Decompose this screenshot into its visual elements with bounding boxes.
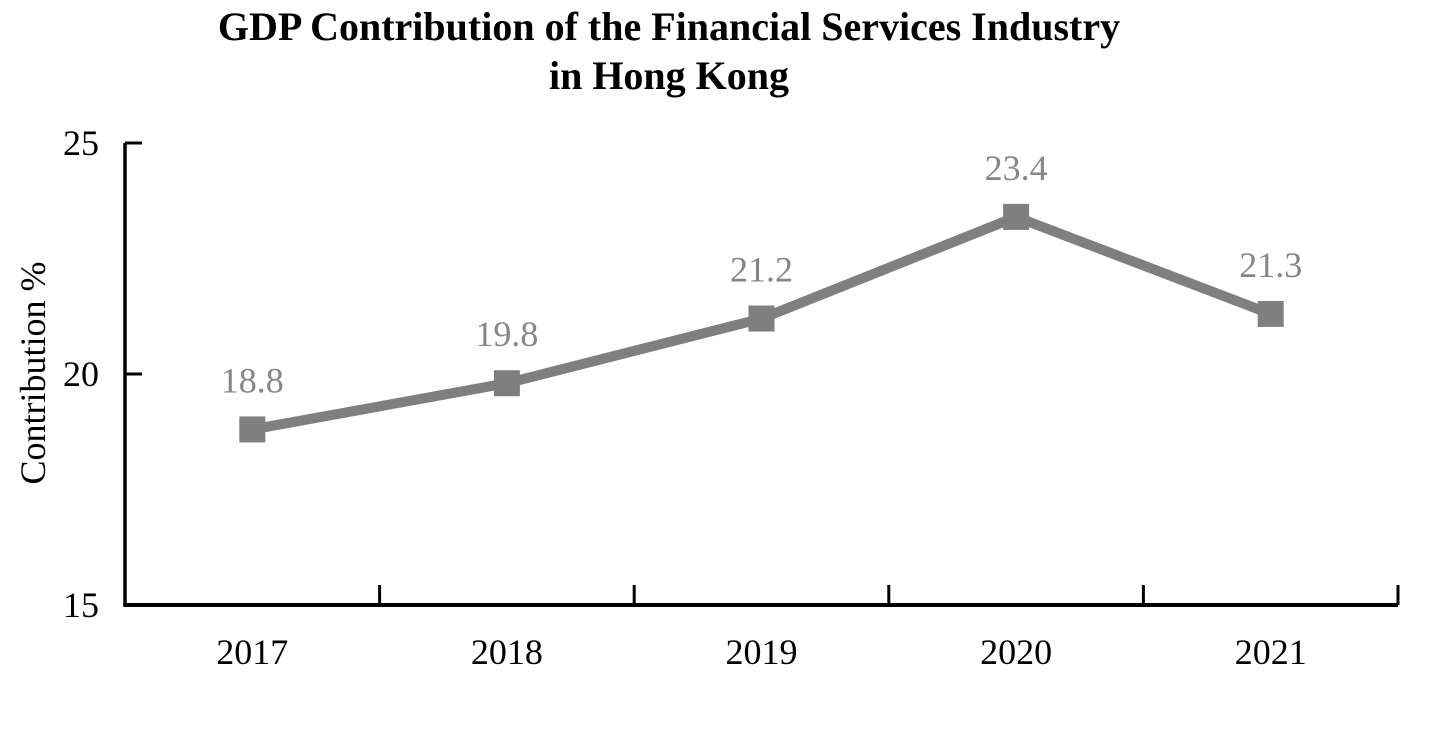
y-axis-tick-label: 25	[63, 123, 99, 163]
chart-title-line1: GDP Contribution of the Financial Servic…	[217, 4, 1121, 49]
data-point-label: 19.8	[475, 314, 538, 354]
data-point-marker	[239, 416, 266, 443]
y-axis-tick-label: 15	[63, 585, 99, 625]
y-axis-tick-label: 20	[63, 354, 99, 394]
data-point-label: 21.3	[1239, 245, 1302, 285]
chart-title-line2: in Hong Kong	[548, 53, 790, 98]
data-point-marker	[748, 305, 775, 332]
data-point-label: 18.8	[221, 360, 284, 400]
chart-title: GDP Contribution of the Financial Servic…	[0, 2, 1338, 100]
x-axis-tick-label: 2018	[471, 632, 543, 672]
data-point-label: 23.4	[985, 148, 1048, 188]
data-point-marker	[493, 370, 520, 397]
x-axis-tick-label: 2021	[1235, 632, 1307, 672]
x-axis-tick-label: 2017	[216, 632, 288, 672]
x-axis-tick-label: 2019	[726, 632, 798, 672]
data-point-marker	[1003, 203, 1030, 230]
data-point-label: 21.2	[730, 250, 793, 290]
data-point-marker	[1257, 300, 1284, 327]
x-axis-tick-label: 2020	[980, 632, 1052, 672]
